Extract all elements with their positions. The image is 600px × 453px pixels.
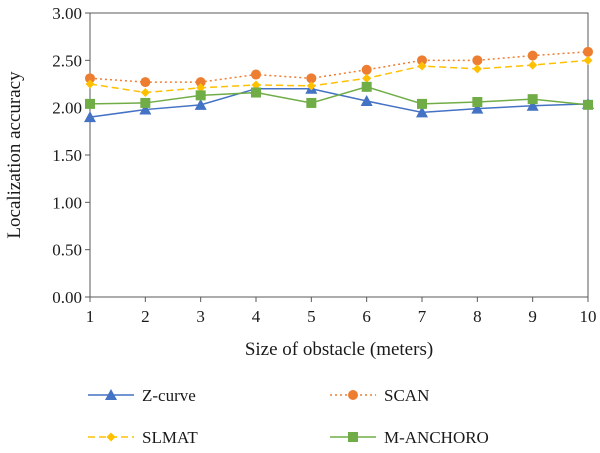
legend: Z-curve SCAN SLMAT M-ANCHORO: [88, 386, 489, 447]
data-point-scan: [527, 50, 538, 61]
data-point-m-anchoro: [195, 90, 206, 101]
data-point-z-curve: [139, 103, 152, 115]
y-tick-label: 2.00: [52, 99, 82, 118]
data-point-m-anchoro: [140, 97, 151, 108]
legend-marker: [106, 432, 116, 442]
data-point-m-anchoro: [583, 99, 593, 110]
y-tick-label: 2.50: [52, 51, 82, 70]
series-line-m-anchoro: [89, 86, 589, 106]
legend-label: Z-curve: [142, 386, 196, 405]
data-point-z-curve: [526, 99, 539, 111]
data-point-slmat: [306, 81, 316, 91]
x-tick-label: 8: [473, 307, 482, 326]
series-m-anchoro: [85, 81, 593, 110]
data-point-slmat: [472, 64, 482, 74]
x-tick-label: 1: [86, 307, 95, 326]
legend-marker: [105, 389, 117, 400]
data-point-slmat: [196, 83, 206, 93]
data-point-m-anchoro: [85, 98, 95, 109]
y-tick-label: 3.00: [52, 4, 82, 23]
data-point-slmat: [85, 79, 95, 89]
data-point-scan: [251, 69, 261, 80]
series-line-slmat: [89, 59, 589, 94]
data-point-slmat: [362, 73, 372, 83]
legend-item-slmat: SLMAT: [88, 428, 198, 447]
legend-item-z-curve: Z-curve: [88, 386, 196, 405]
x-tick-label: 3: [196, 307, 205, 326]
data-point-scan: [583, 46, 593, 57]
data-point-scan: [361, 64, 372, 75]
x-tick-label: 4: [252, 307, 261, 326]
series-slmat: [85, 55, 593, 98]
legend-item-scan: SCAN: [330, 386, 429, 405]
y-tick-label: 1.00: [52, 193, 82, 212]
data-point-slmat: [251, 80, 261, 90]
data-point-m-anchoro: [472, 96, 483, 107]
legend-marker: [348, 432, 358, 442]
y-tick-label: 0.00: [52, 288, 82, 307]
data-point-z-curve: [84, 111, 96, 123]
series-layer: [84, 46, 594, 123]
data-point-m-anchoro: [306, 97, 317, 108]
data-point-scan: [472, 55, 483, 66]
y-tick-label: 0.50: [52, 241, 82, 260]
y-axis-title: Localization accuracy: [4, 71, 25, 239]
legend-item-m-anchoro: M-ANCHORO: [330, 428, 489, 447]
x-tick-label: 7: [418, 307, 427, 326]
data-point-slmat: [583, 55, 593, 65]
x-axis-title: Size of obstacle (meters): [245, 339, 433, 360]
y-axis: 0.00 0.50 1.00 1.50 2.00 2.50 3.00: [52, 4, 90, 307]
data-point-slmat: [528, 60, 538, 70]
data-point-scan: [306, 73, 317, 84]
data-point-scan: [195, 77, 206, 88]
data-point-slmat: [140, 88, 150, 98]
legend-marker: [348, 390, 358, 400]
series-line-scan: [89, 51, 589, 83]
data-point-m-anchoro: [417, 98, 427, 109]
data-point-z-curve: [416, 106, 428, 118]
x-tick-label: 6: [362, 307, 371, 326]
data-point-z-curve: [471, 102, 484, 114]
x-tick-label: 9: [528, 307, 537, 326]
legend-label: SLMAT: [142, 428, 198, 447]
series-scan: [85, 46, 593, 88]
data-point-m-anchoro: [527, 94, 538, 105]
x-tick-label: 2: [141, 307, 150, 326]
y-tick-label: 1.50: [52, 146, 82, 165]
x-tick-label: 10: [580, 307, 597, 326]
data-point-m-anchoro: [361, 81, 372, 92]
data-point-z-curve: [360, 95, 373, 107]
legend-label: M-ANCHORO: [384, 428, 489, 447]
plot-area: [89, 12, 589, 298]
data-point-slmat: [417, 61, 427, 71]
data-point-m-anchoro: [251, 87, 261, 98]
data-point-scan: [417, 55, 427, 66]
data-point-z-curve: [194, 98, 207, 110]
data-point-scan: [85, 73, 95, 84]
data-point-scan: [140, 77, 151, 88]
legend-label: SCAN: [384, 386, 429, 405]
x-axis: 1 2 3 4 5 6 7 8 9 10: [86, 297, 597, 326]
x-tick-label: 5: [307, 307, 316, 326]
